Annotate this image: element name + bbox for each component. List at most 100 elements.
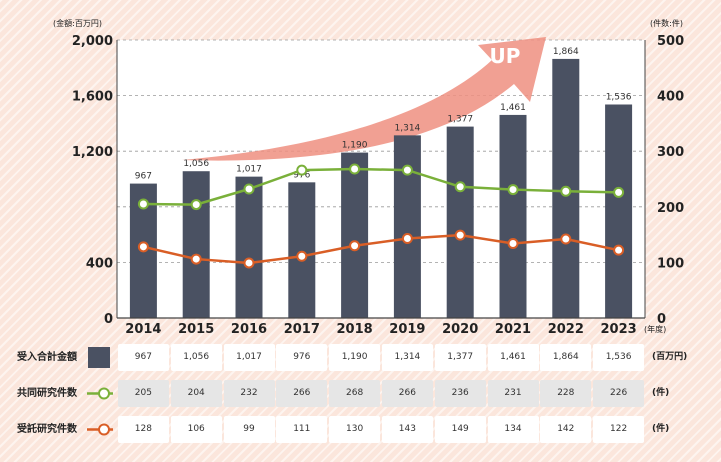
- bar-data-label: 1,017: [236, 165, 262, 175]
- series-point: [349, 163, 361, 175]
- series-point: [349, 240, 361, 252]
- left-axis-ticks: 2,000 1,600 1,200 400 0: [72, 34, 113, 327]
- bar: [393, 135, 421, 318]
- table-cell: 204: [170, 380, 222, 407]
- table-cell: 266: [381, 380, 433, 407]
- contract-legend-marker: [87, 423, 113, 436]
- bar-legend-swatch: [88, 347, 110, 368]
- table-cell: 99: [223, 416, 275, 443]
- up-arrow-label: UP: [490, 44, 521, 68]
- row-unit: (百万円): [652, 352, 688, 362]
- table-cell: 128: [117, 416, 169, 443]
- series-point: [137, 198, 149, 210]
- bar: [499, 114, 527, 319]
- bar-data-label: 1,377: [447, 115, 473, 125]
- x-axis-tick-label: 2018: [337, 322, 373, 337]
- x-axis-tick-label: 2021: [495, 322, 531, 337]
- bar-data-label: 1,461: [500, 103, 526, 113]
- left-axis-tick-label: 1,200: [72, 145, 113, 160]
- table-cell: 232: [223, 380, 275, 407]
- x-axis-tick-label: 2019: [389, 322, 425, 337]
- row-label: 共同研究件数: [17, 388, 77, 399]
- bar: [182, 171, 210, 318]
- table-cell: 134: [487, 416, 539, 443]
- table-cell: 1,461: [487, 344, 539, 371]
- table-cell: 149: [434, 416, 486, 443]
- joint-research-series: [137, 163, 625, 211]
- series-point: [560, 185, 572, 197]
- x-axis-tick-label: 2014: [125, 322, 161, 337]
- series-point: [190, 253, 202, 265]
- series-point: [454, 229, 466, 241]
- bar-data-label: 1,536: [606, 92, 632, 102]
- series-point: [401, 164, 413, 176]
- table-cell: 226: [593, 380, 645, 407]
- series-point: [401, 232, 413, 244]
- table-cell: 967: [117, 344, 169, 371]
- axes: [116, 40, 646, 319]
- table-cell: 1,377: [434, 344, 486, 371]
- table-row-joint: 共同研究件数 205 204 232 266 268 266 236 231 228 226 (件…: [0, 377, 721, 410]
- table-row-amount: 受入合計金額 967 1,056 1,017 976 1,190 1,314 1,377 1,…: [0, 341, 721, 374]
- series-line: [143, 167, 619, 206]
- series-point: [613, 186, 625, 198]
- x-axis-tick-label: 2017: [284, 322, 320, 337]
- table-cell: 1,017: [223, 344, 275, 371]
- series-point: [296, 164, 308, 176]
- bar: [235, 176, 263, 318]
- series-line: [143, 233, 619, 265]
- x-axis-tick-label: 2022: [548, 322, 584, 337]
- row-label: 受入合計金額: [17, 352, 77, 363]
- bar: [288, 182, 316, 318]
- series-point: [507, 237, 519, 249]
- table-cell: 205: [117, 380, 169, 407]
- series-point: [190, 199, 202, 211]
- bar-data-label: 967: [135, 172, 152, 182]
- right-axis-tick-label: 200: [657, 201, 684, 216]
- x-axis-ticks: 2014 2015 2016 2017 2018 2019 2020 2021 2022 2023: [125, 322, 636, 337]
- series-point: [243, 257, 255, 269]
- left-axis-tick-label: 2,000: [72, 34, 113, 49]
- x-axis-unit: (年度): [644, 324, 666, 334]
- right-axis-unit: (件数:件): [650, 18, 683, 28]
- bar-data-label: 1,864: [553, 47, 579, 57]
- x-axis-tick-label: 2016: [231, 322, 267, 337]
- series-point: [243, 183, 255, 195]
- bar: [446, 126, 474, 318]
- table-cell: 1,864: [540, 344, 592, 371]
- right-axis-tick-label: 300: [657, 145, 684, 160]
- table-cell: 1,190: [329, 344, 381, 371]
- series-point: [613, 244, 625, 256]
- series-point: [560, 233, 572, 245]
- table-cell: 1,314: [381, 344, 433, 371]
- table-cell: 143: [381, 416, 433, 443]
- series-point: [137, 241, 149, 253]
- table-cell: 231: [487, 380, 539, 407]
- table-cell: 266: [276, 380, 328, 407]
- line-series: [137, 163, 625, 269]
- bar-data-label: 1,190: [342, 141, 368, 151]
- table-cell: 142: [540, 416, 592, 443]
- right-axis-tick-label: 100: [657, 256, 684, 271]
- table-cell: 268: [329, 380, 381, 407]
- table-cell: 236: [434, 380, 486, 407]
- table-cell: 1,056: [170, 344, 222, 371]
- table-cell: 976: [276, 344, 328, 371]
- table-cell: 130: [329, 416, 381, 443]
- row-unit: (件): [652, 424, 670, 434]
- right-axis-ticks: 500 400 300 200 100 0: [657, 34, 684, 327]
- row-label: 受託研究件数: [17, 424, 77, 435]
- x-axis-tick-label: 2023: [601, 322, 637, 337]
- joint-legend-marker: [87, 387, 113, 400]
- table-cell: 228: [540, 380, 592, 407]
- x-axis-tick-label: 2015: [178, 322, 214, 337]
- right-axis-tick-label: 400: [657, 90, 684, 105]
- left-axis-unit: (金額:百万円): [53, 18, 102, 28]
- right-axis-tick-label: 0: [657, 312, 666, 327]
- series-point: [454, 181, 466, 193]
- row-unit: (件): [652, 388, 670, 398]
- table-cell: 111: [276, 416, 328, 443]
- x-axis-tick-label: 2020: [442, 322, 478, 337]
- left-axis-tick-label: 1,600: [72, 90, 113, 105]
- table-cell: 122: [593, 416, 645, 443]
